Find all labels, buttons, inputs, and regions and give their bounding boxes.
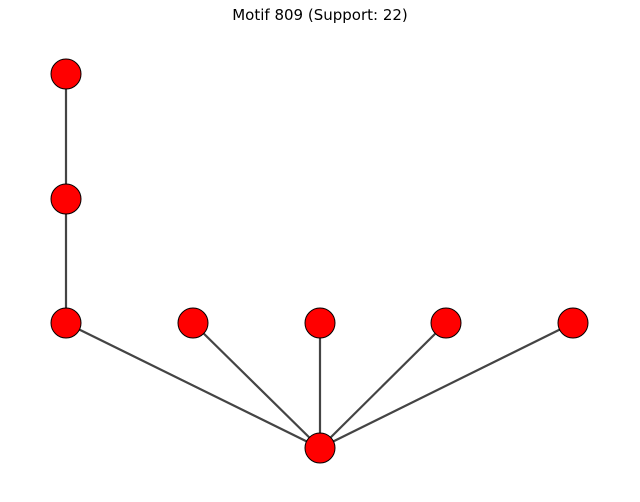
nodes-layer bbox=[50, 58, 589, 464]
node-n6 bbox=[557, 307, 589, 339]
node-n0 bbox=[50, 58, 82, 90]
edges-layer bbox=[64, 74, 574, 449]
edge-n6-n7 bbox=[319, 322, 574, 449]
node-n3 bbox=[177, 307, 209, 339]
figure-title: Motif 809 (Support: 22) bbox=[232, 6, 408, 24]
edge-n2-n7 bbox=[65, 322, 321, 449]
node-n1 bbox=[50, 183, 82, 215]
edge-n3-n7 bbox=[192, 322, 321, 449]
node-n4 bbox=[304, 307, 336, 339]
node-n5 bbox=[430, 307, 462, 339]
node-n7 bbox=[304, 432, 336, 464]
node-n2 bbox=[50, 307, 82, 339]
edge-n5-n7 bbox=[319, 322, 447, 449]
